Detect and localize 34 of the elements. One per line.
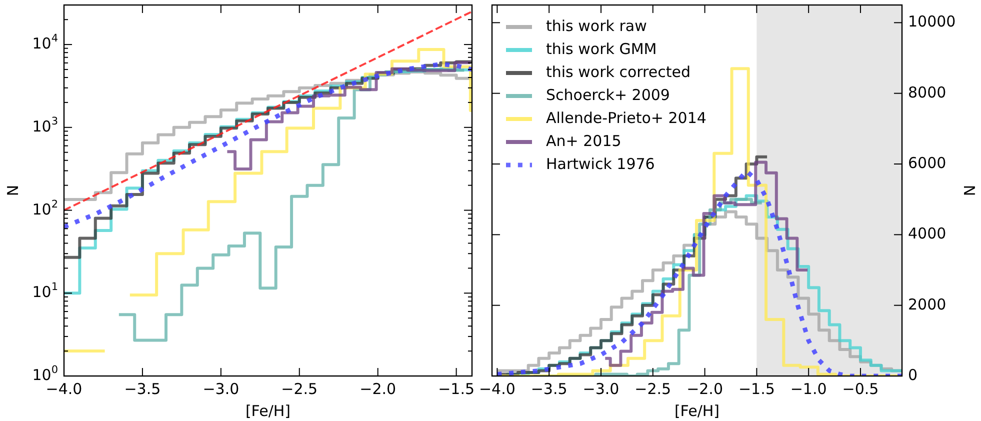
x-tick-label: −1.0 [790, 380, 827, 398]
x-tick-label: −2.0 [686, 380, 724, 398]
x-tick-label: −1.5 [438, 380, 475, 398]
y-tick-label: 10$^{3}$ [32, 115, 58, 136]
y-tick-label: 10$^{4}$ [32, 32, 58, 53]
x-tick-label: −3.5 [530, 380, 568, 398]
x-axis-title: [Fe/H] [245, 402, 291, 420]
y2-tick-label: 4000 [908, 224, 946, 243]
y-tick-label: 10$^{2}$ [32, 198, 58, 218]
y-axis-title: N [4, 184, 22, 196]
x-tick-label: −2.0 [360, 380, 396, 398]
x-tick-label: −1.5 [738, 380, 775, 398]
x-axis-title: [Fe/H] [674, 402, 720, 420]
x-tick-label: −3.0 [582, 380, 620, 398]
x-tick-label: −0.5 [842, 380, 879, 398]
y2-tick-label: 8000 [908, 83, 946, 102]
y2-tick-label: 0 [908, 366, 918, 384]
y2-tick-label: 2000 [908, 295, 946, 314]
legend-label: An+ 2015 [546, 132, 622, 150]
y2-tick-label: 10000 [908, 12, 956, 31]
legend-label: Hartwick 1976 [546, 155, 655, 174]
legend-label: Allende-Prieto+ 2014 [546, 109, 706, 128]
x-tick-label: −2.5 [281, 380, 318, 398]
legend-label: this work corrected [546, 63, 690, 82]
legend-label: this work raw [546, 17, 647, 36]
y2-tick-label: 6000 [908, 154, 946, 172]
x-tick-label: −4.0 [478, 380, 516, 398]
legend-label: Schoerck+ 2009 [546, 86, 670, 104]
x-tick-label: −2.5 [634, 380, 672, 398]
legend-label: this work GMM [546, 40, 657, 58]
x-tick-label: −3.5 [124, 380, 161, 398]
y2-axis-title: N [960, 184, 978, 196]
y-tick-label: 10$^{1}$ [32, 281, 58, 302]
x-tick-label: −3.0 [202, 380, 240, 398]
